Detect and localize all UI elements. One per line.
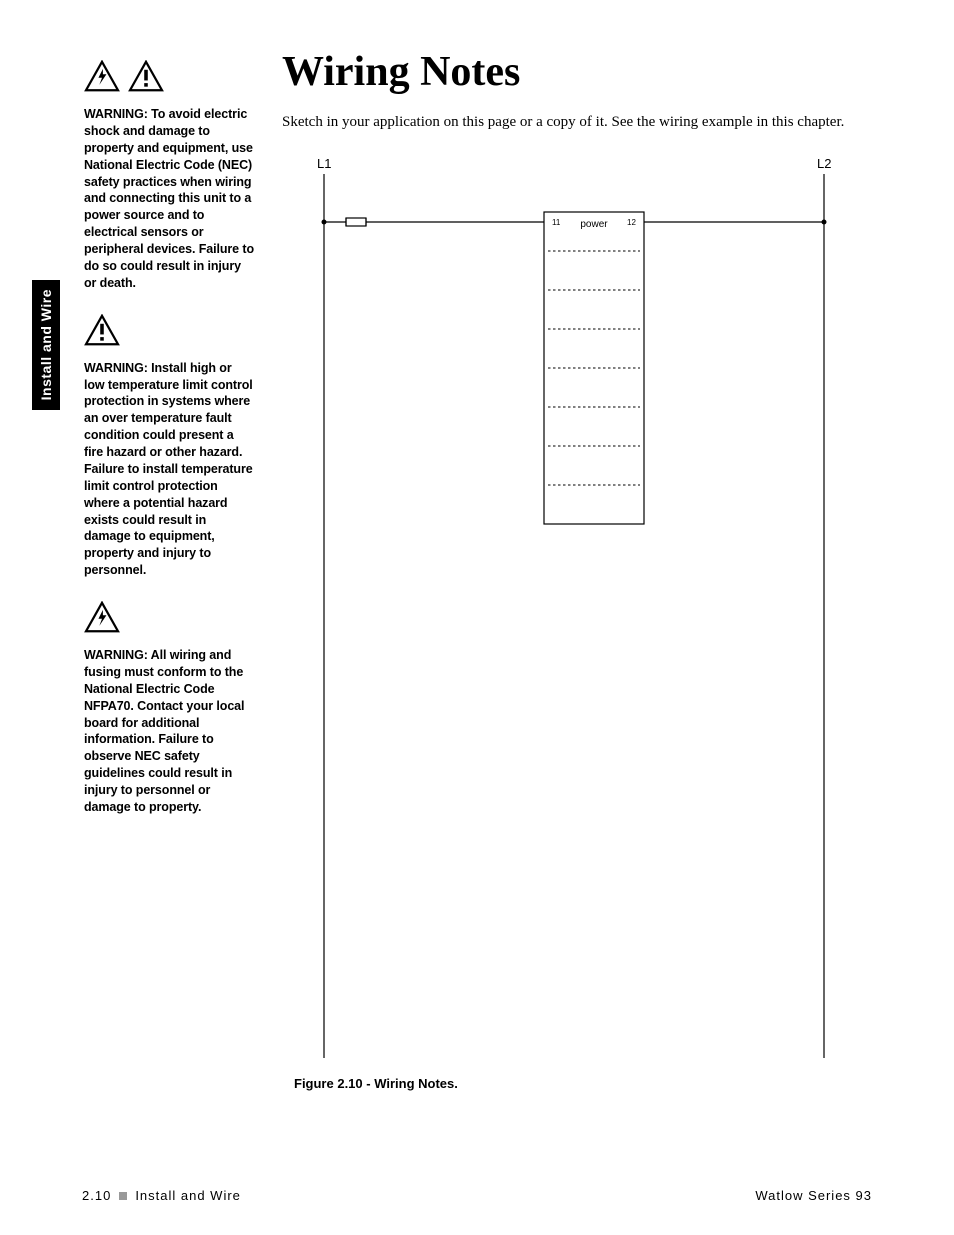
page-footer: 2.10 Install and Wire Watlow Series 93 xyxy=(82,1188,872,1203)
page: Install and Wire WARNING: To avoid elect… xyxy=(0,0,954,1235)
caution-warning-icon xyxy=(84,314,120,346)
warning-text-1: WARNING: To avoid electric shock and dam… xyxy=(84,106,254,292)
svg-text:power: power xyxy=(580,219,608,230)
wiring-svg: L1 L2 11 12 power xyxy=(294,152,854,1058)
shock-warning-icon xyxy=(84,601,120,633)
footer-square-icon xyxy=(119,1192,127,1200)
footer-right: Watlow Series 93 xyxy=(755,1188,872,1203)
chapter-tab-label: Install and Wire xyxy=(38,289,54,400)
page-number: 2.10 xyxy=(82,1188,111,1203)
footer-section: Install and Wire xyxy=(135,1188,241,1203)
warning-icons-1 xyxy=(84,60,254,92)
svg-text:L2: L2 xyxy=(817,156,831,171)
caution-warning-icon xyxy=(128,60,164,92)
warning-text-3: WARNING: All wiring and fusing must conf… xyxy=(84,647,254,816)
main-content: Wiring Notes Sketch in your application … xyxy=(282,48,872,1091)
svg-text:11: 11 xyxy=(552,218,561,227)
warning-icons-3 xyxy=(84,601,254,633)
figure-caption: Figure 2.10 - Wiring Notes. xyxy=(294,1076,872,1091)
footer-left: 2.10 Install and Wire xyxy=(82,1188,241,1203)
svg-text:12: 12 xyxy=(627,218,636,227)
warning-text-2: WARNING: Install high or low temperature… xyxy=(84,360,254,579)
chapter-tab: Install and Wire xyxy=(32,280,60,410)
svg-text:L1: L1 xyxy=(317,156,331,171)
warning-icons-2 xyxy=(84,314,254,346)
sidebar: WARNING: To avoid electric shock and dam… xyxy=(84,60,254,838)
intro-paragraph: Sketch in your application on this page … xyxy=(282,112,872,134)
wiring-diagram: L1 L2 11 12 power xyxy=(294,152,854,1058)
shock-warning-icon xyxy=(84,60,120,92)
page-title: Wiring Notes xyxy=(282,48,872,96)
